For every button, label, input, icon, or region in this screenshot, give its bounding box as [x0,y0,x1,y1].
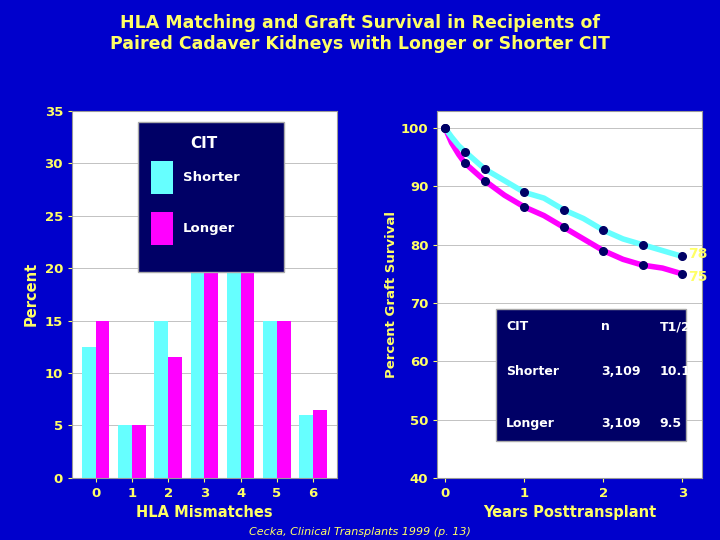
X-axis label: Years Posttransplant: Years Posttransplant [483,505,656,521]
Bar [191,226,204,478]
Y-axis label: Percent Graft Survival: Percent Graft Survival [385,211,398,378]
Bar [204,247,218,478]
Text: Longer: Longer [183,222,235,235]
Bar [132,426,145,478]
Text: 9.5: 9.5 [660,417,682,430]
Bar [96,321,109,478]
Text: Longer: Longer [506,417,555,430]
Bar [300,415,313,478]
Text: Shorter: Shorter [183,171,240,184]
Text: HLA Matching and Graft Survival in Recipients of
Paired Cadaver Kidneys with Lon: HLA Matching and Graft Survival in Recip… [110,14,610,53]
FancyBboxPatch shape [151,161,173,194]
Bar [118,426,132,478]
Text: 78: 78 [688,246,707,260]
Y-axis label: Percent: Percent [24,262,39,326]
X-axis label: HLA Mismatches: HLA Mismatches [136,505,273,521]
Text: 75: 75 [688,270,707,284]
Text: 3,109: 3,109 [601,417,641,430]
Text: CIT: CIT [190,137,217,151]
Text: 10.1: 10.1 [660,364,690,377]
Text: n: n [601,320,611,333]
Bar [277,321,291,478]
Bar [82,347,96,478]
FancyBboxPatch shape [495,309,686,441]
Text: 3,109: 3,109 [601,364,641,377]
Bar [227,215,240,478]
Bar [263,321,277,478]
Bar [154,321,168,478]
Text: Shorter: Shorter [506,364,559,377]
Bar [168,357,182,478]
Bar [240,205,254,478]
Bar [313,410,327,478]
FancyBboxPatch shape [151,212,173,245]
Text: Cecka, Clinical Transplants 1999 (p. 13): Cecka, Clinical Transplants 1999 (p. 13) [249,527,471,537]
FancyBboxPatch shape [138,122,284,272]
Text: T1/2: T1/2 [660,320,690,333]
Text: CIT: CIT [506,320,528,333]
